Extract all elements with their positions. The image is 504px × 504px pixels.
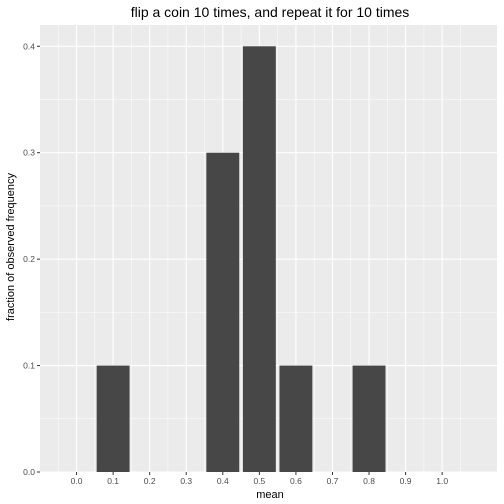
y-tick-label: 0.3 xyxy=(23,148,35,158)
x-tick-label: 0.8 xyxy=(363,476,375,486)
x-tick-label: 0.3 xyxy=(180,476,192,486)
bar xyxy=(279,365,313,472)
x-tick-label: 0.6 xyxy=(290,476,302,486)
x-tick-label: 0.2 xyxy=(144,476,156,486)
x-tick-label: 1.0 xyxy=(436,476,448,486)
x-tick-label: 0.9 xyxy=(400,476,412,486)
y-tick-label: 0.2 xyxy=(23,254,35,264)
x-tick-label: 0.7 xyxy=(327,476,339,486)
chart-title: flip a coin 10 times, and repeat it for … xyxy=(131,4,410,20)
y-axis-label: fraction of observed frequency xyxy=(5,173,17,321)
x-tick-label: 0.1 xyxy=(107,476,119,486)
bar xyxy=(206,152,240,472)
y-axis-ticks: 0.0 0.1 0.2 0.3 0.4 xyxy=(23,41,40,477)
x-tick-label: 0.5 xyxy=(253,476,265,486)
y-tick-label: 0.4 xyxy=(23,41,35,51)
x-axis-label: mean xyxy=(256,489,284,501)
x-tick-label: 0.0 xyxy=(71,476,83,486)
bar xyxy=(352,365,386,472)
y-tick-label: 0.1 xyxy=(23,361,35,371)
x-axis-ticks: 0.0 0.1 0.2 0.3 0.4 0.5 0.6 0.7 0.8 0.9 1.0 xyxy=(71,472,448,486)
bar xyxy=(96,365,130,472)
y-tick-label: 0.0 xyxy=(23,467,35,477)
bars xyxy=(96,46,386,473)
x-tick-label: 0.4 xyxy=(217,476,229,486)
bar xyxy=(242,46,276,473)
